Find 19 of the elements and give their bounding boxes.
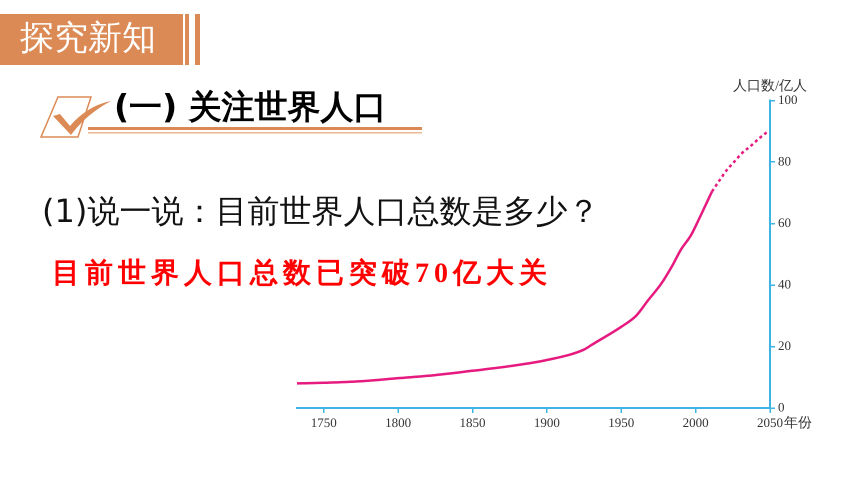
y-tick-label: 40 [778, 276, 791, 292]
x-tick-label: 2050 [757, 415, 783, 430]
x-tick-label: 1800 [385, 415, 412, 430]
x-tick-label: 1850 [460, 415, 486, 430]
y-tick-label: 20 [778, 338, 791, 353]
y-tick-label: 80 [778, 153, 791, 168]
x-axis-title: 年份 [784, 415, 812, 432]
y-axis-title: 人口数/亿人 [733, 78, 807, 94]
y-tick-label: 60 [778, 214, 791, 230]
x-tick-label: 2000 [682, 415, 709, 430]
text: 探究新知 [20, 19, 156, 59]
y-tick-label: 0 [778, 399, 784, 414]
text: (1)说一说：目前世界人口总数是多少？ [42, 191, 600, 231]
x-tick-label: 1900 [534, 415, 560, 430]
y-tick-label: 100 [778, 92, 798, 107]
x-tick-label: 1750 [310, 415, 337, 430]
x-tick-label: 1950 [608, 415, 634, 430]
chart-title: (一) 关注世界人口 [114, 87, 387, 127]
annotation: 目前世界人口总数已突破70亿大关 [52, 256, 552, 291]
